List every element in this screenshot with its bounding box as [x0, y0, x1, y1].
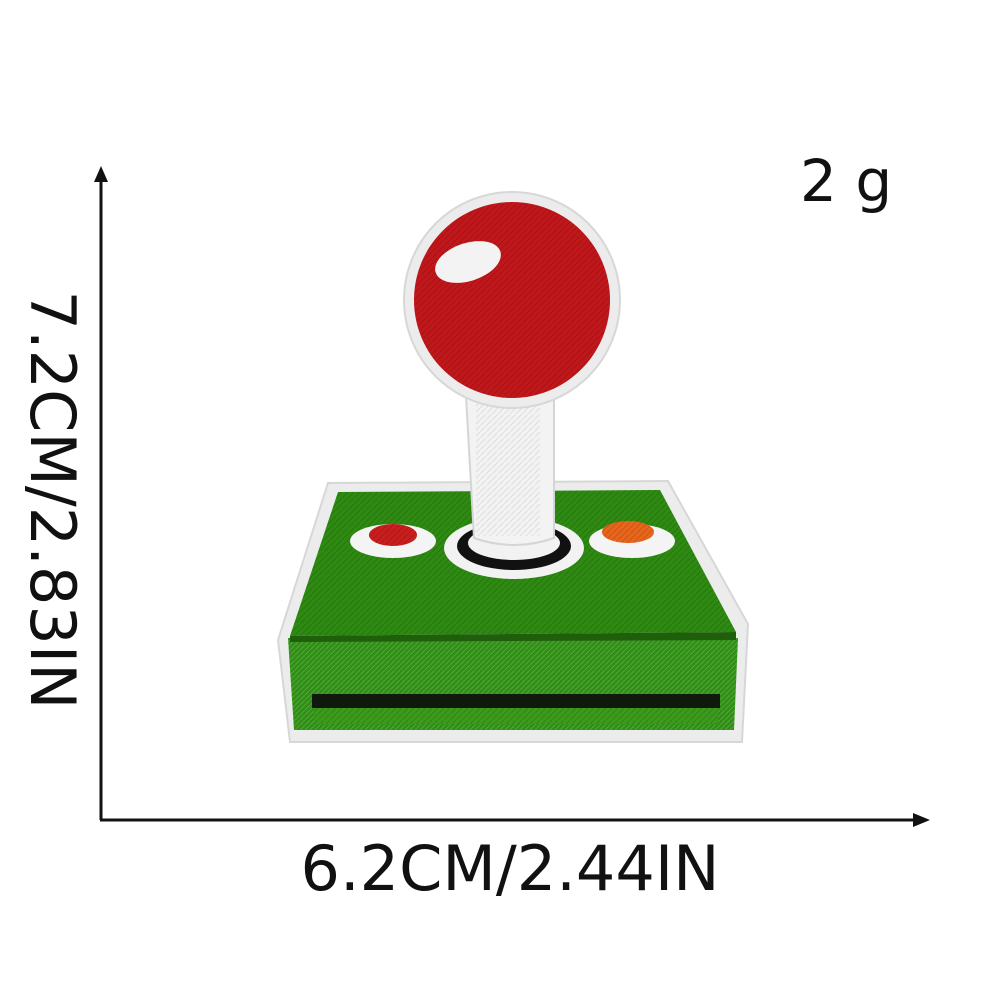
red-button [350, 524, 436, 558]
joystick-ball [403, 191, 621, 409]
joystick-patch-icon [276, 191, 750, 743]
base-front [288, 638, 738, 730]
ball-highlight [435, 241, 501, 283]
width-dimension-label: 6.2CM/2.44IN [300, 832, 720, 905]
horizontal-arrow-icon [913, 813, 930, 827]
weight-label: 2 g [800, 147, 893, 215]
joystick-stick [464, 395, 555, 546]
height-dimension-label: 7.2CM/2.83IN [16, 290, 89, 710]
vertical-arrow-icon [94, 166, 108, 182]
orange-button [589, 521, 675, 558]
dimension-axes [94, 166, 930, 827]
